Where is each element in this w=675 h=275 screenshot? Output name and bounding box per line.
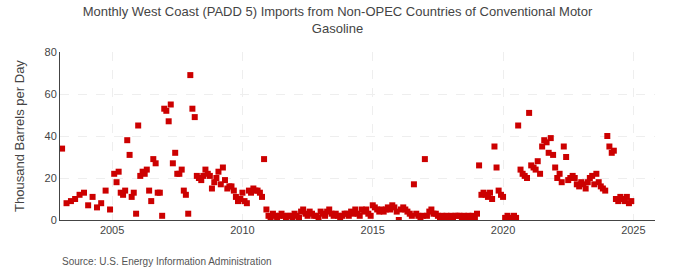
- svg-text:2010: 2010: [230, 224, 254, 236]
- svg-text:40: 40: [45, 130, 57, 142]
- svg-text:80: 80: [45, 46, 57, 58]
- svg-text:Source: U.S. Energy Informatio: Source: U.S. Energy Information Administ…: [62, 256, 272, 267]
- svg-text:Thousand Barrels per Day: Thousand Barrels per Day: [12, 60, 27, 212]
- svg-text:0: 0: [51, 214, 57, 226]
- svg-text:2015: 2015: [361, 224, 385, 236]
- svg-text:2005: 2005: [100, 224, 124, 236]
- svg-text:Monthly West Coast (PADD 5) Im: Monthly West Coast (PADD 5) Imports from…: [83, 4, 593, 36]
- svg-text:2025: 2025: [621, 224, 645, 236]
- svg-text:60: 60: [45, 88, 57, 100]
- svg-text:20: 20: [45, 172, 57, 184]
- svg-text:2020: 2020: [491, 224, 515, 236]
